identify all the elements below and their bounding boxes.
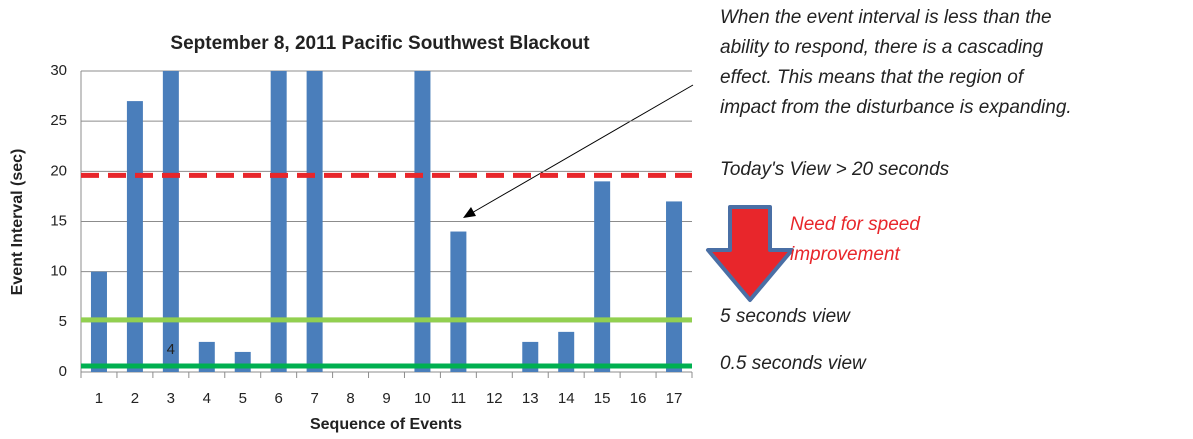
arrow-head: [463, 207, 476, 218]
bar: [306, 71, 323, 372]
bar: [270, 71, 287, 372]
x-tick-label: 10: [414, 390, 431, 407]
x-tick-label: 8: [346, 390, 354, 407]
x-tick-label: 12: [486, 390, 503, 407]
view-label: 0.5 seconds view: [720, 353, 867, 374]
x-tick-label: 5: [239, 390, 247, 407]
x-tick-label: 17: [666, 390, 683, 407]
bar-label: 4: [167, 341, 175, 358]
bar: [162, 71, 179, 372]
improvement-label: Need for speed: [790, 214, 921, 235]
note: effect. This means that the region of: [720, 67, 1025, 88]
bar: [414, 71, 431, 372]
bar: [126, 101, 143, 372]
bar: [234, 351, 251, 372]
bar: [594, 181, 611, 372]
x-tick-label: 7: [310, 390, 318, 407]
x-tick-label: 4: [203, 390, 211, 407]
x-tick-label: 15: [594, 390, 611, 407]
y-tick-label: 15: [50, 212, 67, 229]
view-label: Today's View > 20 seconds: [720, 159, 950, 180]
callout-arrow: [469, 84, 694, 215]
x-tick-label: 1: [95, 390, 103, 407]
x-tick-label: 11: [451, 390, 467, 407]
view-label: 5 seconds view: [720, 306, 851, 327]
y-axis-label: Event Interval (sec): [9, 149, 26, 296]
y-tick-label: 5: [59, 313, 67, 330]
y-tick-label: 10: [50, 263, 67, 280]
note: impact from the disturbance is expanding…: [720, 97, 1072, 118]
bar: [666, 201, 683, 372]
note: When the event interval is less than the: [720, 7, 1052, 28]
chart-title: September 8, 2011 Pacific Southwest Blac…: [170, 33, 590, 54]
x-tick-label: 2: [131, 390, 139, 407]
x-tick-label: 3: [167, 390, 175, 407]
note: ability to respond, there is a cascading: [720, 37, 1044, 58]
x-tick-label: 16: [630, 390, 647, 407]
y-tick-label: 0: [59, 363, 67, 380]
x-tick-label: 6: [275, 390, 283, 407]
down-arrow: [706, 205, 794, 302]
y-tick-label: 20: [50, 162, 67, 179]
x-axis-label: Sequence of Events: [310, 416, 462, 433]
bar: [450, 231, 467, 372]
x-tick-label: 14: [558, 390, 575, 407]
bar: [558, 331, 575, 372]
y-tick-label: 30: [50, 62, 67, 79]
x-tick-label: 13: [522, 390, 539, 407]
improvement-label: improvement: [790, 244, 901, 265]
x-tick-label: 9: [382, 390, 390, 407]
y-tick-label: 25: [50, 112, 67, 129]
